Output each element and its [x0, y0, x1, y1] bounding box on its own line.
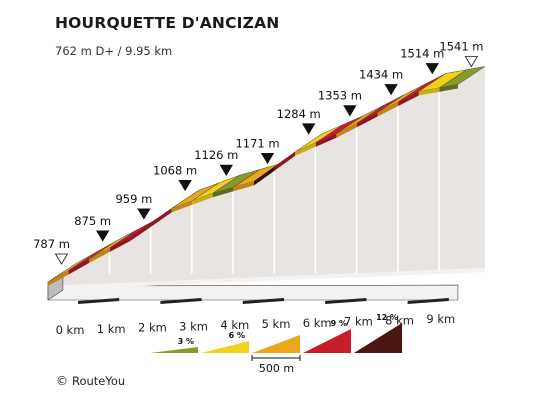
copyright-icon: ©	[56, 374, 68, 388]
endpoint-marker-icon	[464, 56, 479, 68]
legend-label: 3 %	[178, 337, 194, 346]
gradient-segment-edge	[130, 222, 151, 241]
km-marker-icon	[425, 63, 440, 75]
x-tick-label: 1 km	[97, 322, 126, 336]
base-km-strip	[242, 298, 284, 304]
x-tick-label: 7 km	[344, 315, 373, 329]
elevation-label: 875 m	[74, 214, 111, 228]
gradient-segment-edge	[254, 166, 275, 186]
elevation-label: 1068 m	[153, 163, 197, 177]
chart-subtitle: 762 m D+ / 9.95 km	[55, 44, 173, 58]
km-marker-icon	[95, 230, 110, 242]
gradient-segment-edge	[315, 133, 337, 147]
gradient-segment-edge	[336, 123, 357, 138]
legend-swatch	[201, 341, 249, 353]
elevation-label: 959 m	[115, 192, 152, 206]
elevation-label: 1284 m	[277, 107, 321, 121]
gradient-segment-edge	[357, 112, 378, 128]
elevation-label: 1514 m	[400, 47, 444, 61]
gradient-segment-edge	[192, 193, 213, 205]
gradient-segment-edge	[68, 258, 90, 275]
x-tick-label: 6 km	[303, 316, 332, 330]
gradient-segment-edge	[295, 142, 316, 156]
legend-label: 12 %	[376, 313, 398, 322]
gradient-segment-edge	[151, 208, 172, 227]
base-km-strip	[407, 298, 449, 304]
brand-name: RouteYou	[72, 374, 126, 388]
credit: © RouteYou	[56, 374, 125, 388]
elevation-label: 1541 m	[439, 39, 483, 53]
gradient-ribbon	[47, 66, 486, 286]
gradient-segment-edge	[439, 84, 458, 92]
gradient-segment-edge	[418, 87, 440, 96]
x-tick-label: 4 km	[220, 318, 249, 332]
chart-title: HOURQUETTE D'ANCIZAN	[55, 14, 280, 32]
elevation-label: 1126 m	[194, 148, 238, 162]
gradient-segment	[439, 66, 486, 89]
gradient-segment-edge	[377, 102, 399, 117]
legend-label: 9 %	[331, 319, 347, 328]
km-marker-icon	[343, 105, 357, 117]
x-tick-label: 9 km	[426, 312, 455, 326]
gradient-segment-edge	[274, 151, 296, 171]
elevation-label: 787 m	[33, 237, 70, 251]
km-marker-icon	[178, 179, 192, 192]
gradient-segment-edge	[48, 270, 69, 286]
gradient-segment-edge	[89, 247, 110, 263]
gradient-segment-edge	[398, 91, 419, 106]
km-marker-icon	[260, 152, 275, 165]
gradient-segment-edge	[171, 200, 193, 213]
base-km-strip	[160, 298, 202, 304]
legend-label: 6 %	[229, 331, 245, 340]
km-marker-icon	[137, 208, 151, 220]
elevation-label: 1171 m	[235, 136, 279, 150]
km-marker-icon	[301, 123, 316, 135]
base-km-strip	[78, 298, 120, 304]
gradient-segment-edge	[233, 181, 254, 192]
elevation-label: 1434 m	[359, 67, 403, 81]
legend-swatch	[354, 323, 402, 353]
km-marker-icon	[219, 164, 234, 176]
x-tick-label: 3 km	[179, 319, 208, 333]
gradient-segment-edge	[109, 236, 131, 252]
x-tick-label: 0 km	[56, 323, 85, 337]
x-axis-labels: 0 km 1 km 2 km 3 km 4 km 5 km 6 km 7 km 8 km 9 km	[56, 312, 456, 337]
legend-swatch	[303, 329, 351, 353]
elevation-label: 1353 m	[318, 89, 362, 103]
base-top	[48, 268, 485, 290]
legend-scale-label: 500 m	[259, 362, 294, 375]
km-marker-icon	[384, 84, 398, 96]
legend-swatch	[252, 335, 300, 353]
gradient-segment-edge	[212, 187, 234, 198]
gradient-legend: 3 % 6 % 9 % 12 % 500 m	[150, 313, 402, 375]
endpoint-marker-icon	[54, 253, 69, 265]
legend-swatch	[150, 347, 198, 353]
base-km-strip	[325, 298, 367, 304]
x-tick-label: 5 km	[262, 317, 291, 331]
x-tick-label: 2 km	[138, 321, 167, 335]
x-tick-label: 8 km	[385, 313, 414, 327]
